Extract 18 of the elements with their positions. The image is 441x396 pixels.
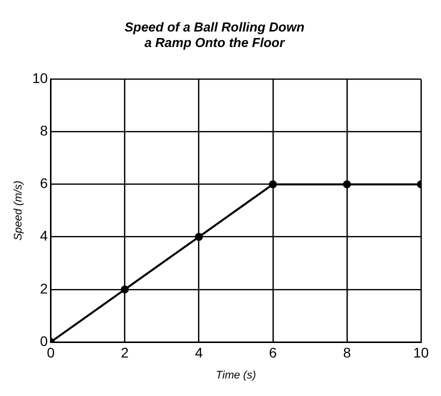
x-axis-title: Time (s)	[216, 369, 256, 382]
y-axis-title: Speed (m/s)	[12, 180, 25, 241]
y-tick-label: 10	[32, 70, 48, 86]
point	[120, 285, 129, 294]
y-tick-label: 0	[40, 332, 48, 349]
y-tick-label: 2	[40, 280, 48, 296]
x-tick-label: 10	[413, 344, 429, 360]
y-tick-label: 8	[40, 122, 48, 139]
point	[194, 232, 203, 241]
point	[342, 180, 351, 188]
x-tick-label: 6	[269, 344, 278, 360]
x-tick-label: 4	[194, 344, 203, 360]
point	[268, 180, 277, 188]
x-tick-label: 2	[120, 344, 129, 360]
y-tick-label: 6	[40, 175, 48, 192]
chart-title: Speed of a Ball Rolling Down a Ramp Onto the Floor	[124, 19, 304, 50]
x-tick-label: 8	[343, 344, 352, 360]
y-tick-label: 4	[40, 228, 48, 244]
